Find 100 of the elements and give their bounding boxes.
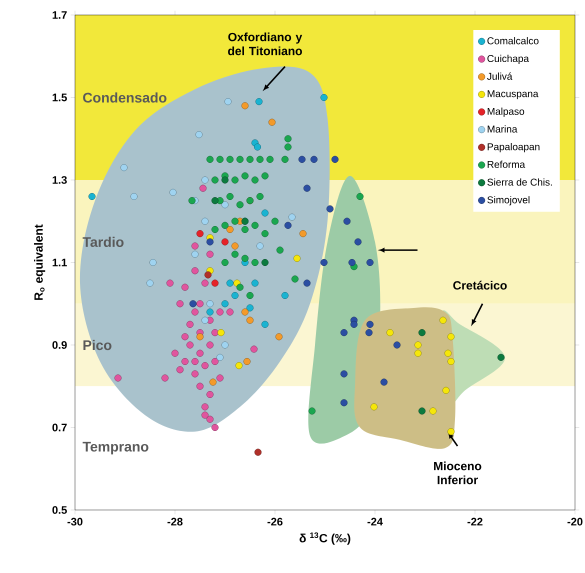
y-tick-label: 0.9 [52,341,67,349]
point [261,320,269,328]
y-tick-label: 1.3 [52,176,67,184]
point [255,98,263,106]
point [209,378,217,386]
x-tick-label: -24 [368,518,383,526]
point [414,341,422,349]
point [226,280,234,287]
point [251,280,259,287]
point [241,172,249,180]
point [196,350,204,357]
point [291,275,299,283]
x-axis-title: δ $^{13}$C (‰) [300,532,350,545]
point [201,316,209,324]
point [206,250,214,258]
point [196,230,204,238]
point [356,192,364,200]
point [161,374,169,382]
point [236,156,244,163]
point [380,378,388,386]
point [310,156,318,163]
point [298,156,306,163]
point [231,292,239,300]
point [256,156,264,163]
point [201,403,209,410]
point [418,329,426,336]
point [146,280,154,287]
point [340,329,348,336]
point [386,329,394,336]
point [216,374,224,382]
point [149,258,157,266]
point [343,218,351,225]
point [250,346,258,353]
point [199,184,207,192]
point [365,329,373,336]
annotation: Cretácico [453,280,507,290]
point [276,246,284,254]
point [195,131,203,138]
point [206,156,214,163]
point [251,176,259,184]
point [235,362,243,370]
point [393,341,401,349]
point [236,201,244,208]
point [171,350,179,357]
point [226,308,234,316]
point [188,197,196,204]
point [281,292,289,300]
point [246,304,254,312]
point [221,238,229,246]
point [206,416,214,423]
point [191,358,199,366]
point [303,280,311,287]
legend-label: Reforma [488,160,526,168]
point [191,308,199,316]
point [221,300,229,308]
point [366,258,374,266]
point [414,350,422,357]
point [216,308,224,316]
point [370,403,378,410]
point [204,271,212,278]
point [206,308,214,316]
y-tick-label: 0.5 [52,506,67,514]
point [176,366,184,374]
point [447,428,455,436]
point [196,300,204,308]
point [211,226,219,234]
point [189,300,197,308]
point [231,242,239,250]
point [196,333,204,340]
point [191,242,199,250]
point [217,329,225,336]
point [418,407,426,415]
point [350,320,358,328]
point [226,226,234,234]
point [211,197,219,204]
point [246,316,254,324]
point [348,258,356,266]
point [442,386,450,394]
point [120,164,128,172]
point [303,184,311,192]
point [271,218,279,225]
y-axis-title: R$_{o}$ equivalent [34,224,46,300]
point [231,176,239,184]
point [211,280,219,287]
point [186,341,194,349]
point [221,201,229,208]
point [241,254,249,262]
legend-label: Simojovel [487,196,530,206]
point [201,280,209,287]
point [261,172,269,180]
y-tick-label: 1.1 [52,258,67,266]
point [130,192,138,200]
y-tick-label: 0.7 [52,424,67,432]
point [256,242,264,250]
point [241,226,249,234]
point [226,192,234,200]
point [206,300,214,308]
point [447,358,455,366]
point [88,192,96,200]
legend-label: Comalcalco [487,37,539,44]
